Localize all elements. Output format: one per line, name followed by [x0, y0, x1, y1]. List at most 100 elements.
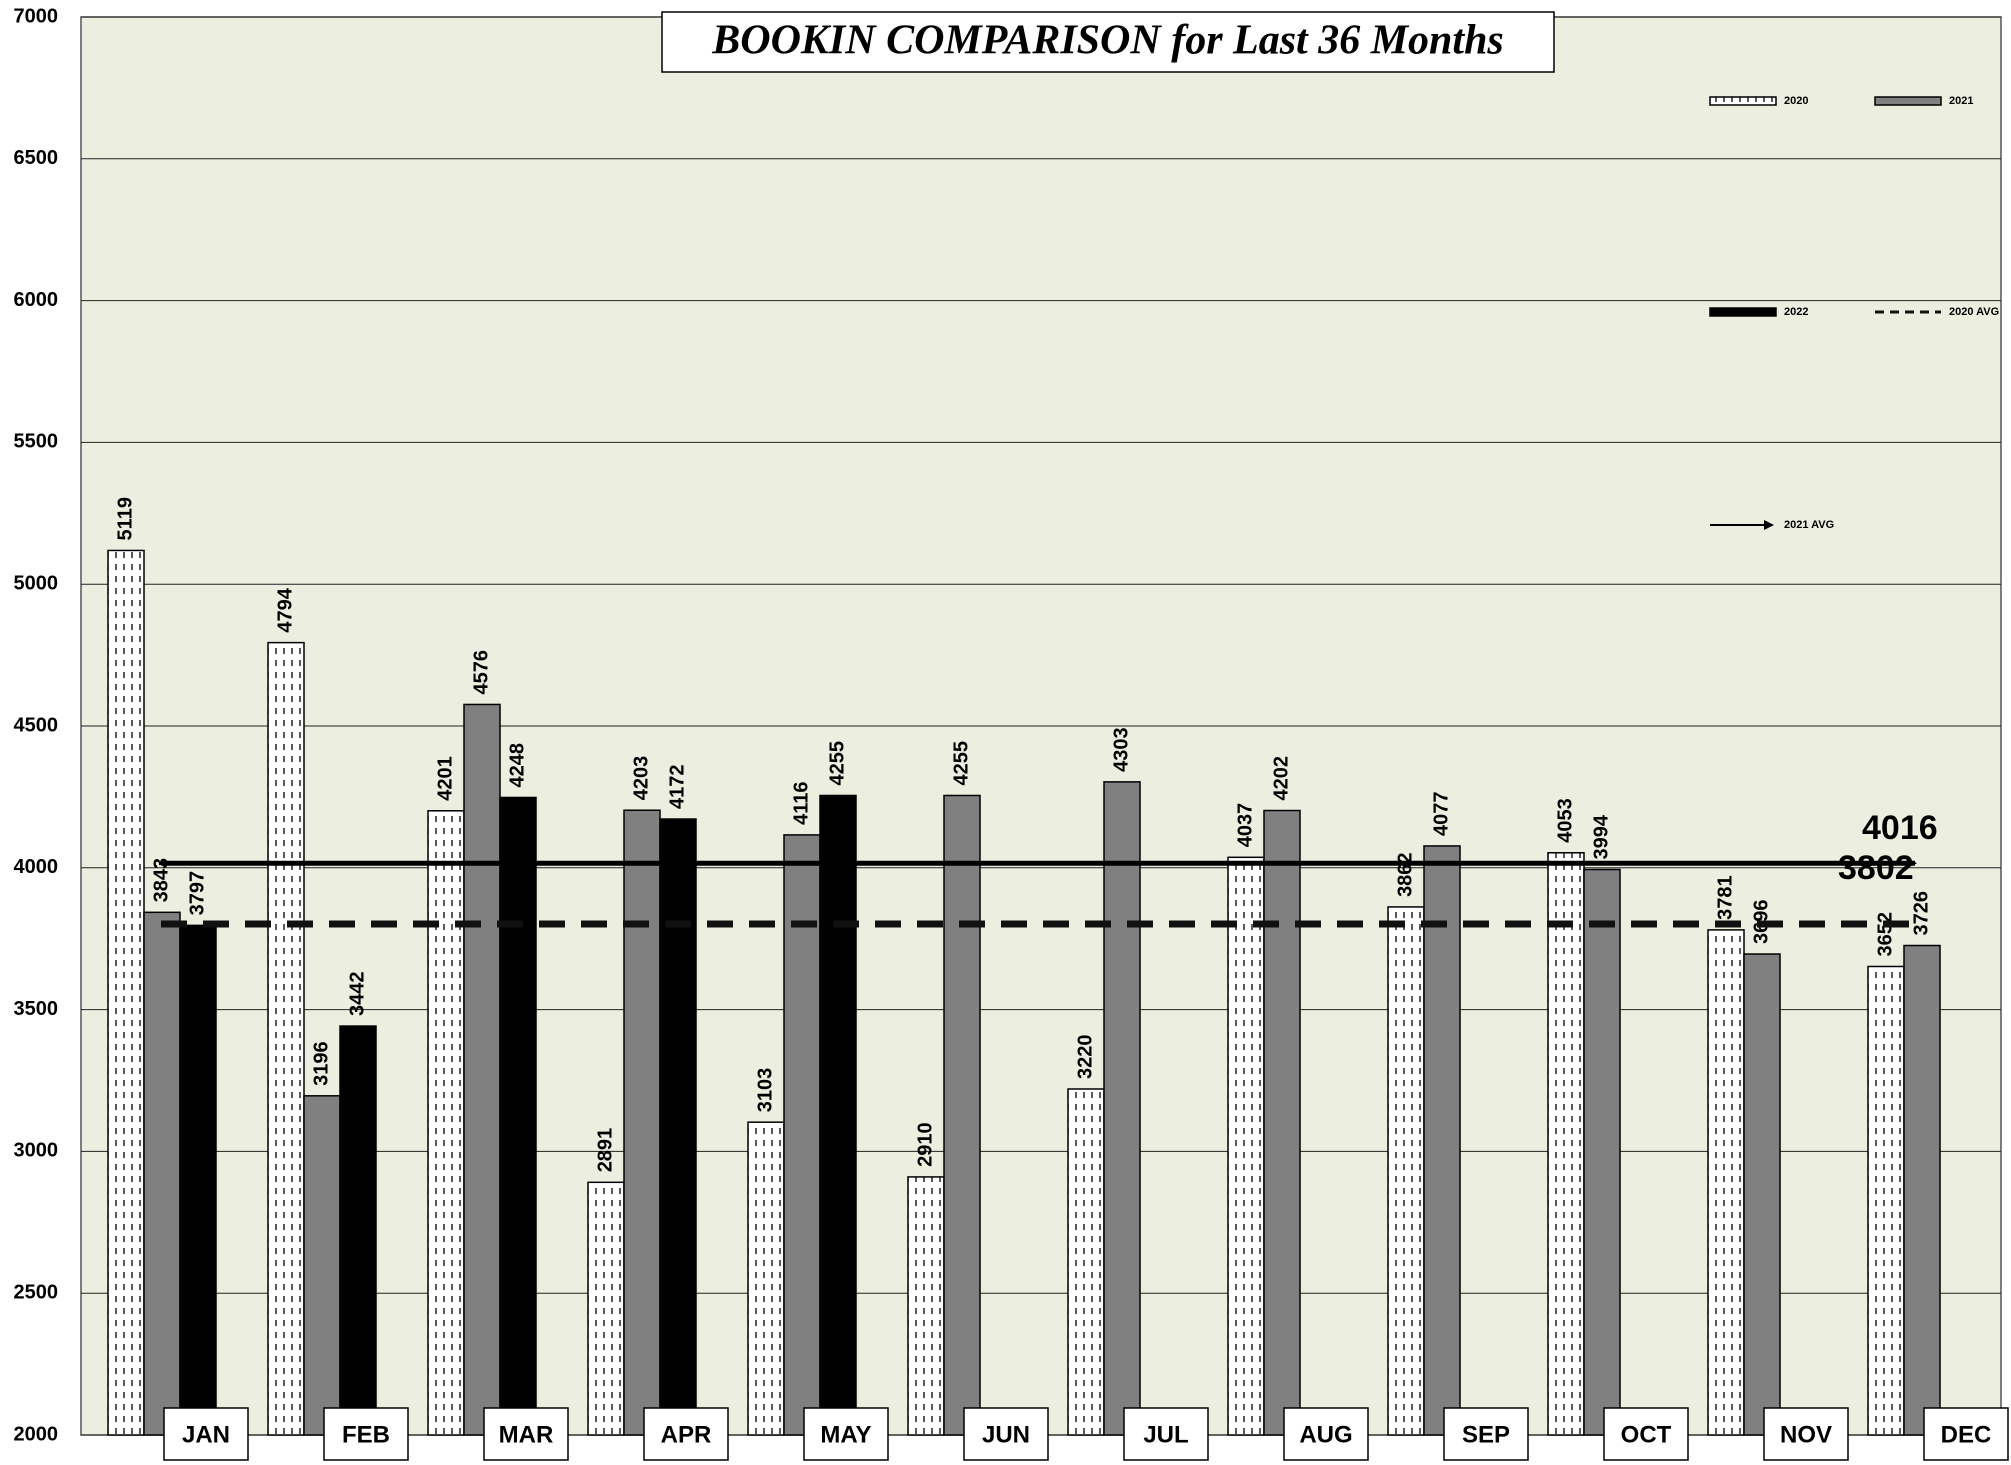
value-label: 2891	[594, 1128, 616, 1173]
value-label: 4053	[1554, 798, 1576, 843]
bar	[1547, 852, 1585, 1436]
x-tick-label: JUN	[982, 1421, 1030, 1448]
value-label: 3652	[1874, 912, 1896, 957]
value-label: 3103	[754, 1068, 776, 1113]
category-box	[1763, 1407, 1849, 1461]
bar	[623, 809, 661, 1436]
value-label: 4037	[1234, 803, 1256, 848]
category-box	[1923, 1407, 2009, 1461]
legend-label: 2021 AVG	[1784, 519, 1834, 531]
x-tick-label: APR	[661, 1421, 712, 1448]
bar	[267, 641, 305, 1436]
bar	[1387, 906, 1425, 1436]
category-box	[323, 1407, 409, 1461]
y-tick-label: 2000	[14, 1423, 59, 1445]
category-box	[1283, 1407, 1369, 1461]
bar	[107, 549, 145, 1436]
x-tick-label: SEP	[1462, 1421, 1510, 1448]
category-box	[483, 1407, 569, 1461]
category-box	[1443, 1407, 1529, 1461]
value-label: 3797	[186, 871, 208, 916]
bar	[659, 818, 697, 1436]
x-tick-label: MAY	[820, 1421, 871, 1448]
value-label: 4255	[826, 741, 848, 786]
bar	[1903, 944, 1941, 1436]
y-tick-label: 2500	[14, 1281, 59, 1303]
bar	[943, 794, 981, 1436]
average-label: 4016	[1862, 809, 1938, 847]
legend-label: 2022	[1784, 306, 1808, 318]
bar	[587, 1181, 625, 1436]
bar	[783, 834, 821, 1436]
bar	[303, 1095, 341, 1436]
category-box	[963, 1407, 1049, 1461]
value-label: 4202	[1270, 756, 1292, 801]
legend-label: 2020	[1784, 95, 1808, 107]
y-tick-label: 4000	[14, 856, 59, 878]
bar	[1263, 809, 1301, 1436]
x-tick-label: AUG	[1299, 1421, 1352, 1448]
chart-title: BOOKIN COMPARISON for Last 36 Months	[711, 18, 1504, 64]
x-tick-label: NOV	[1780, 1421, 1832, 1448]
value-label: 3843	[150, 858, 172, 903]
value-label: 4794	[274, 587, 296, 632]
value-label: 3781	[1714, 875, 1736, 920]
y-tick-label: 3500	[14, 998, 59, 1020]
title-box	[661, 11, 1555, 73]
category-box	[803, 1407, 889, 1461]
x-tick-label: MAR	[499, 1421, 554, 1448]
value-label: 5119	[114, 497, 136, 540]
bar	[339, 1025, 377, 1436]
average-label: 3802	[1838, 849, 1914, 887]
bar	[427, 810, 465, 1436]
y-tick-label: 5000	[14, 572, 59, 594]
bar	[1423, 845, 1461, 1436]
legend-swatch	[1709, 96, 1777, 106]
x-tick-label: DEC	[1941, 1421, 1992, 1448]
value-label: 3196	[310, 1041, 332, 1086]
bar	[179, 924, 217, 1436]
y-tick-label: 3000	[14, 1140, 59, 1162]
legend-label: 2021	[1949, 95, 1973, 107]
bar	[1867, 965, 1905, 1436]
value-label: 3994	[1590, 814, 1612, 859]
bar	[819, 794, 857, 1436]
legend-swatch	[1709, 307, 1777, 317]
value-label: 4172	[666, 765, 688, 810]
value-label: 4576	[470, 650, 492, 695]
value-label: 4201	[434, 756, 456, 801]
category-box	[643, 1407, 729, 1461]
y-tick-label: 6000	[14, 289, 59, 311]
bar	[1743, 953, 1781, 1436]
value-label: 4203	[630, 756, 652, 801]
legend-label: 2020 AVG	[1949, 306, 1999, 318]
value-label: 3726	[1910, 891, 1932, 936]
value-label: 4255	[950, 741, 972, 786]
value-label: 4303	[1110, 727, 1132, 772]
value-label: 4116	[790, 782, 812, 825]
y-tick-label: 5500	[14, 431, 59, 453]
x-tick-label: FEB	[342, 1421, 390, 1448]
value-label: 4077	[1430, 791, 1452, 836]
bar	[1067, 1088, 1105, 1436]
bar	[499, 796, 537, 1436]
legend-swatch	[1874, 96, 1942, 106]
category-box	[1603, 1407, 1689, 1461]
bar	[463, 703, 501, 1436]
bar	[1707, 929, 1745, 1436]
x-tick-label: JAN	[182, 1421, 230, 1448]
bar	[1583, 868, 1621, 1436]
value-label: 3862	[1394, 852, 1416, 897]
bar	[143, 911, 181, 1436]
value-label: 4248	[506, 743, 528, 788]
bar	[1227, 856, 1265, 1436]
y-tick-label: 6500	[14, 147, 59, 169]
category-box	[163, 1407, 249, 1461]
bar	[1103, 781, 1141, 1436]
bar	[747, 1121, 785, 1436]
value-label: 3442	[346, 972, 368, 1017]
category-box	[1123, 1407, 1209, 1461]
y-tick-label: 7000	[14, 5, 59, 27]
value-label: 2910	[914, 1122, 936, 1167]
